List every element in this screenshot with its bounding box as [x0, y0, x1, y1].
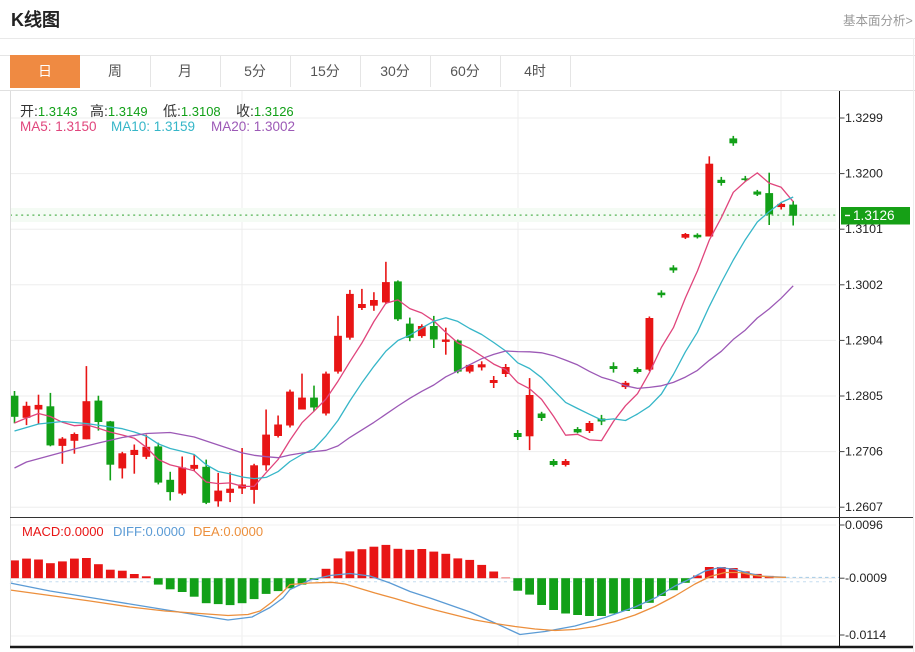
svg-text:1.3299: 1.3299	[845, 111, 883, 125]
svg-text:-0.0114: -0.0114	[845, 628, 886, 642]
svg-text:1.3101: 1.3101	[845, 222, 883, 236]
svg-text:1.3200: 1.3200	[845, 167, 883, 181]
svg-text:1.2706: 1.2706	[845, 445, 883, 459]
svg-text:1.3002: 1.3002	[845, 278, 883, 292]
svg-text:1.2805: 1.2805	[845, 389, 883, 403]
svg-text:1.3126: 1.3126	[853, 208, 895, 223]
svg-text:0.0096: 0.0096	[845, 518, 883, 532]
svg-text:1.2607: 1.2607	[845, 500, 883, 514]
svg-text:1.2904: 1.2904	[845, 333, 883, 347]
svg-text:-0.0009: -0.0009	[845, 571, 887, 585]
